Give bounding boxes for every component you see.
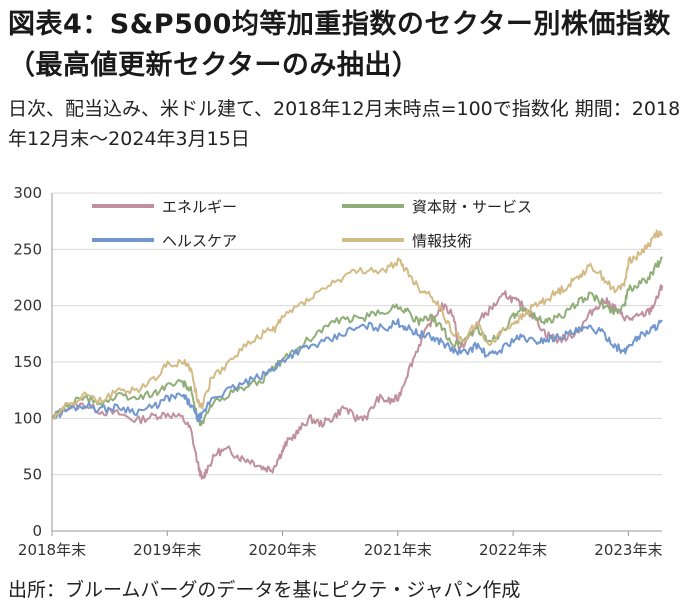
y-tick-label: 250 bbox=[13, 240, 42, 258]
series-line bbox=[51, 256, 663, 427]
series-line bbox=[52, 318, 663, 423]
legend-label: ヘルスケア bbox=[162, 232, 237, 250]
y-tick-label: 150 bbox=[13, 353, 42, 371]
x-tick-label: 2023年末 bbox=[594, 541, 662, 559]
line-chart: 0 50 100 150 200 250 300 2018年末 2019年末 2020年末 2021… bbox=[13, 184, 664, 559]
x-tick-label: 2019年末 bbox=[133, 541, 201, 559]
series-line bbox=[51, 284, 664, 480]
y-tick-label: 100 bbox=[13, 409, 42, 427]
chart-subtitle: 日次、配当込み、米ドル建て、2018年12月末時点=100で指数化 期間：201… bbox=[8, 98, 681, 150]
chart-title: 図表4：S&P500均等加重指数のセクター別株価指数（最高値更新セクターのみ抽出… bbox=[8, 9, 671, 81]
x-tick-label: 2021年末 bbox=[364, 541, 432, 559]
source-note: 出所：ブルームバーグのデータを基にピクテ・ジャパン作成 bbox=[8, 579, 521, 601]
y-tick-label: 0 bbox=[32, 522, 42, 540]
x-tick-label: 2020年末 bbox=[248, 541, 316, 559]
gridlines bbox=[52, 192, 662, 532]
axes: 0 50 100 150 200 250 300 2018年末 2019年末 2020年末 2021… bbox=[13, 184, 662, 559]
y-tick-label: 200 bbox=[13, 297, 42, 315]
x-tick-label: 2018年末 bbox=[18, 541, 86, 559]
legend-label: 情報技術 bbox=[412, 232, 472, 250]
legend-label: 資本財・サービス bbox=[412, 198, 532, 216]
y-tick-label: 50 bbox=[23, 466, 42, 484]
y-tick-label: 300 bbox=[13, 184, 42, 202]
legend-label: エネルギー bbox=[162, 198, 237, 216]
x-tick-label: 2022年末 bbox=[479, 541, 547, 559]
series-lines bbox=[51, 229, 664, 480]
series-line bbox=[52, 229, 664, 420]
